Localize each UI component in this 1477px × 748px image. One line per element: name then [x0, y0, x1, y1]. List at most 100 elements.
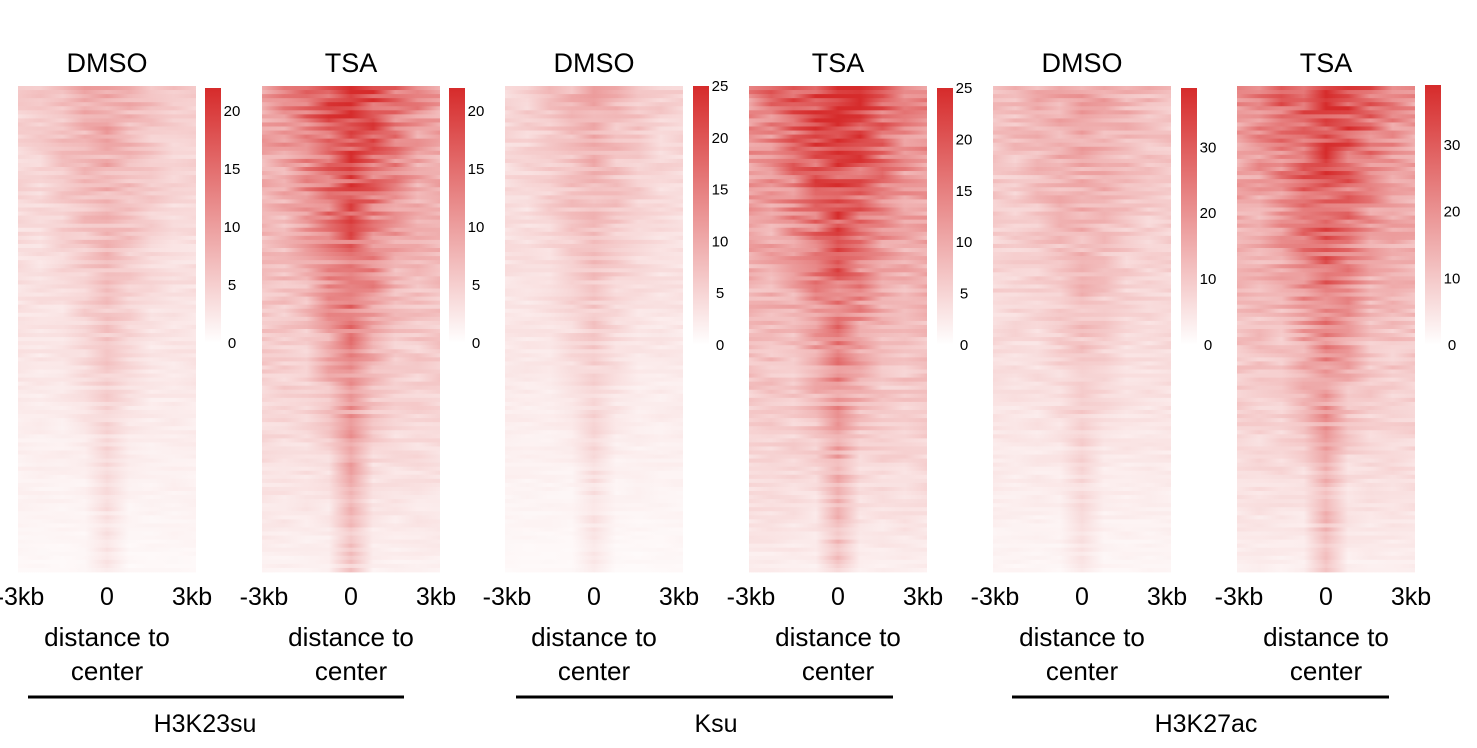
heatmap-row [993, 450, 1171, 455]
heatmap-row [18, 211, 196, 216]
colorbar [693, 86, 709, 345]
heatmap-row [1237, 499, 1415, 504]
heatmap-row [505, 349, 683, 354]
heatmap-row [505, 507, 683, 512]
heatmap-row [749, 268, 927, 273]
heatmap-row [262, 187, 440, 192]
heatmap-row [993, 195, 1171, 200]
heatmap-row [1237, 410, 1415, 415]
x-tick-label: 3kb [172, 583, 212, 611]
heatmap-row [1237, 389, 1415, 395]
heatmap-row [505, 256, 683, 261]
heatmap-row [1237, 98, 1415, 103]
heatmap-row [505, 482, 683, 488]
heatmap-row [18, 106, 196, 111]
heatmap-row [993, 333, 1171, 338]
heatmap-row [18, 369, 196, 374]
x-axis-label: distance to [775, 622, 901, 652]
heatmap-row [993, 361, 1171, 366]
heatmap-row [505, 543, 683, 549]
colorbar-tick-label: 25 [956, 80, 973, 97]
heatmap-row [505, 393, 683, 399]
heatmap-row [18, 276, 196, 281]
heatmap-row [262, 122, 440, 127]
heatmap-row [993, 264, 1171, 269]
heatmap-row [993, 531, 1171, 536]
heatmap-row [18, 555, 196, 561]
heatmap-row [18, 482, 196, 488]
heatmap-row [18, 397, 196, 403]
heatmap-row [505, 389, 683, 395]
x-tick-label: 3kb [416, 583, 456, 611]
heatmap-row [505, 539, 683, 545]
heatmap-row [262, 527, 440, 532]
heatmap-row [18, 118, 196, 123]
heatmap-row [18, 410, 196, 415]
heatmap-row [262, 397, 440, 403]
heatmap-row [1237, 191, 1415, 196]
heatmap-row [749, 239, 927, 245]
heatmap-row [1237, 142, 1415, 148]
heatmap-row [505, 555, 683, 561]
heatmap-row [1237, 385, 1415, 391]
heatmap-row [1237, 260, 1415, 265]
panel-title: TSA [1300, 48, 1353, 78]
heatmap-row [993, 256, 1171, 261]
heatmap-row [505, 268, 683, 273]
heatmap-row [262, 462, 440, 468]
heatmap-row [993, 223, 1171, 229]
heatmap-row [1237, 239, 1415, 245]
heatmap-row [262, 329, 440, 334]
heatmap-row [993, 98, 1171, 103]
heatmap-row [1237, 183, 1415, 188]
heatmap-row [262, 470, 440, 476]
heatmap-row [1237, 90, 1415, 95]
heatmap-row [1237, 195, 1415, 200]
heatmap-row [993, 389, 1171, 395]
heatmap-row [993, 284, 1171, 289]
heatmap-row [18, 235, 196, 241]
x-axis-label: distance to [44, 622, 170, 652]
heatmap-row [262, 252, 440, 257]
heatmap-row [262, 272, 440, 277]
heatmap-row [993, 134, 1171, 140]
heatmap-row [749, 389, 927, 395]
heatmap-row [993, 272, 1171, 277]
heatmap-row [505, 162, 683, 168]
heatmap-row [262, 535, 440, 540]
heatmap-row [993, 90, 1171, 95]
heatmap-row [505, 158, 683, 164]
heatmap-row [993, 507, 1171, 512]
heatmap-row [749, 539, 927, 545]
heatmap-row [505, 519, 683, 524]
heatmap-row [749, 203, 927, 208]
heatmap-row [18, 248, 196, 253]
x-axis-label: distance to [1263, 622, 1389, 652]
heatmap-row [749, 410, 927, 415]
heatmap-row [18, 167, 196, 172]
heatmap-row [1237, 118, 1415, 123]
heatmap-row [749, 426, 927, 431]
heatmap-row [18, 385, 196, 391]
heatmap-row [505, 300, 683, 306]
heatmap-row [749, 227, 927, 233]
heatmap-row [505, 365, 683, 370]
heatmap-row [1237, 519, 1415, 524]
heatmap-row [1237, 114, 1415, 119]
heatmap-row [18, 231, 196, 237]
heatmap-row [505, 86, 683, 91]
heatmap-row [18, 304, 196, 310]
x-tick-label: 3kb [903, 583, 943, 611]
heatmap-row [262, 162, 440, 168]
heatmap-row [505, 426, 683, 431]
heatmap-row [505, 308, 683, 314]
heatmap-row [1237, 308, 1415, 314]
heatmap-row [18, 559, 196, 565]
heatmap-row [1237, 434, 1415, 439]
heatmap-row [18, 288, 196, 293]
heatmap-row [1237, 203, 1415, 208]
heatmap-row [505, 235, 683, 241]
heatmap-row [749, 361, 927, 366]
heatmap-row [1237, 405, 1415, 411]
heatmap-row [1237, 345, 1415, 350]
